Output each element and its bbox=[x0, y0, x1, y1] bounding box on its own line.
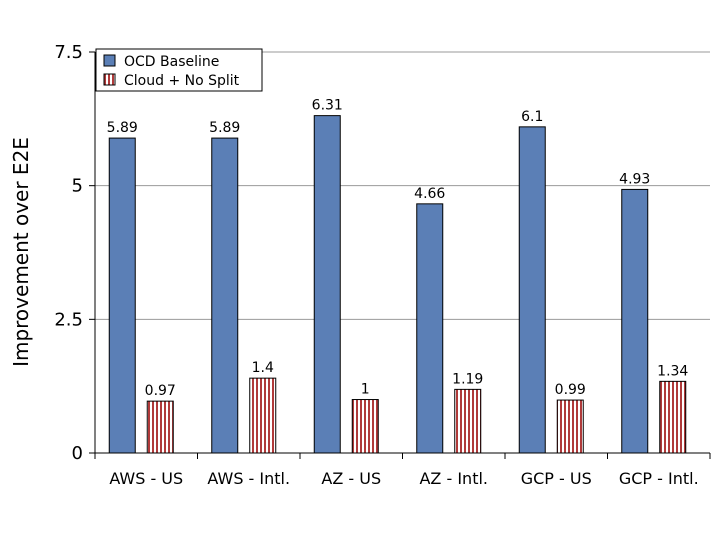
bar-ocd-baseline bbox=[211, 137, 239, 454]
data-label: 0.97 bbox=[145, 383, 176, 399]
bar-ocd-baseline bbox=[108, 137, 136, 454]
data-label: 4.93 bbox=[619, 171, 650, 187]
x-tick-label: GCP - US bbox=[521, 469, 592, 488]
data-label: 6.1 bbox=[521, 109, 543, 125]
x-tick-label: AWS - Intl. bbox=[207, 469, 290, 488]
legend-label-ocd-baseline: OCD Baseline bbox=[124, 54, 219, 70]
x-tick-label: AZ - US bbox=[321, 469, 381, 488]
legend-label-cloud-no-split: Cloud + No Split bbox=[124, 73, 240, 89]
legend-box bbox=[95, 48, 263, 92]
data-label: 1.34 bbox=[657, 363, 688, 379]
data-label: 6.31 bbox=[312, 98, 343, 114]
data-labels: 5.89 0.97 5.89 1.4 6.31 1 4.66 1.19 6.1 0.99 4.93 1… bbox=[107, 98, 689, 400]
data-label: 0.99 bbox=[555, 382, 586, 398]
data-label: 1 bbox=[361, 382, 370, 398]
data-label: 1.4 bbox=[252, 360, 274, 376]
legend: OCD Baseline Cloud + No Split bbox=[95, 48, 263, 92]
x-tick-label: GCP - Intl. bbox=[619, 469, 699, 488]
bar-cloud-no-split bbox=[556, 399, 584, 454]
legend-swatch-ocd-baseline bbox=[103, 54, 116, 67]
y-tick-label: 7.5 bbox=[54, 42, 83, 63]
y-tick-label: 5 bbox=[72, 176, 83, 197]
x-tick-label: AWS - US bbox=[109, 469, 183, 488]
bars bbox=[108, 115, 687, 454]
y-axis-label: Improvement over E2E bbox=[9, 137, 33, 367]
legend-swatch-cloud-no-split bbox=[103, 73, 116, 86]
data-label: 5.89 bbox=[107, 120, 138, 136]
axes: 0 2.5 5 7.5 AWS - US AWS - Intl. AZ - US AZ - I… bbox=[54, 42, 711, 488]
bar-ocd-baseline bbox=[621, 188, 649, 454]
bar-ocd-baseline bbox=[313, 115, 341, 454]
bar-cloud-no-split bbox=[659, 380, 687, 454]
x-tick-label: AZ - Intl. bbox=[419, 469, 488, 488]
data-label: 5.89 bbox=[209, 120, 240, 136]
data-label: 1.19 bbox=[452, 371, 483, 387]
bar-cloud-no-split bbox=[351, 399, 379, 454]
bar-ocd-baseline bbox=[416, 203, 444, 454]
bar-cloud-no-split bbox=[146, 400, 174, 454]
y-tick-label: 2.5 bbox=[54, 309, 83, 330]
bar-cloud-no-split bbox=[249, 377, 277, 454]
data-label: 4.66 bbox=[414, 186, 445, 202]
gridlines bbox=[95, 51, 710, 320]
bar-cloud-no-split bbox=[454, 388, 482, 454]
y-tick-label: 0 bbox=[72, 443, 83, 464]
bar-ocd-baseline bbox=[518, 126, 546, 454]
